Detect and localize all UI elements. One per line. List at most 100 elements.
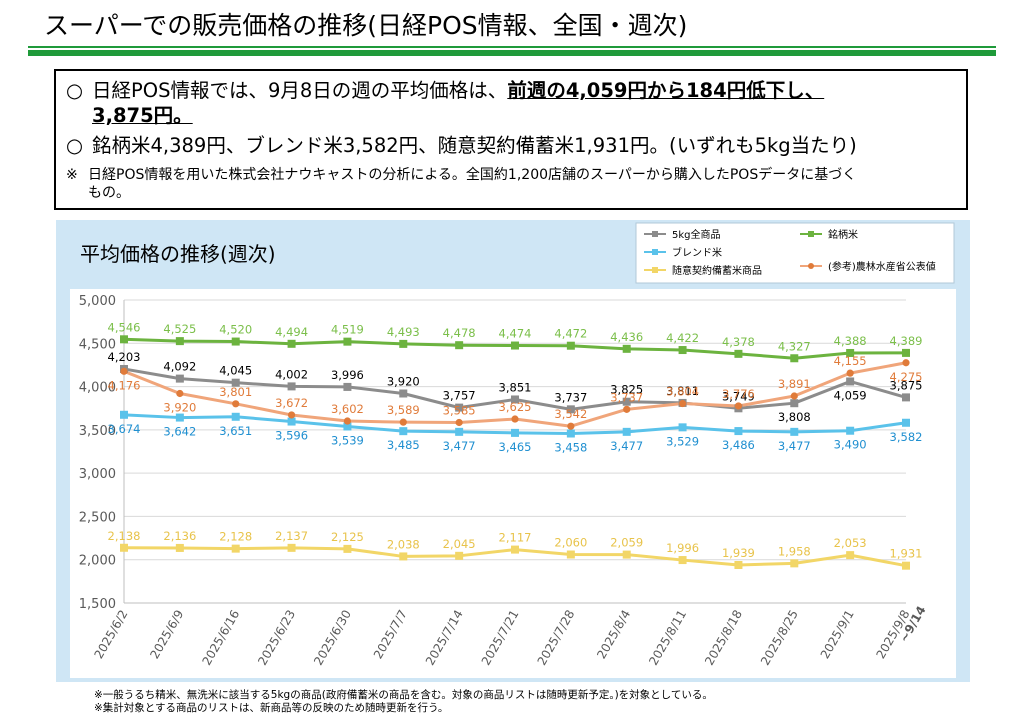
- data-point: [790, 427, 799, 436]
- legend-label: 5kg全商品: [672, 228, 721, 241]
- summary-line3-text: 銘柄米4,389円、ブレンド米3,582円、随意契約備蓄米1,931円。(いずれ…: [92, 134, 857, 157]
- data-point: [734, 349, 743, 358]
- legend-label: ブレンド米: [672, 246, 722, 259]
- note-mark: ※: [66, 167, 78, 183]
- data-point: [231, 412, 240, 421]
- data-point: [566, 429, 575, 438]
- data-point: [120, 543, 128, 552]
- data-point: [790, 559, 799, 568]
- data-labels: 4,203 4,092 4,045 4,002 3,996 3,920 3,757 3,851…: [108, 320, 923, 560]
- data-label: 1,958: [778, 544, 811, 558]
- data-point: [734, 560, 743, 569]
- y-tick-label: 3,500: [79, 424, 116, 439]
- data-point: [175, 543, 184, 552]
- summary-line1-emphasis: 前週の4,059円から184円低下し、: [507, 79, 825, 102]
- data-point: [678, 423, 687, 432]
- data-label: 1,931: [890, 547, 923, 561]
- y-tick-label: 2,500: [79, 510, 116, 525]
- data-point: [287, 339, 296, 348]
- data-label: 3,602: [331, 402, 364, 416]
- legend-box: [635, 222, 955, 284]
- summary-note-text-2: もの。: [88, 185, 130, 201]
- summary-line-1: ○ 日経POS情報では、9月8日の週の平均価格は、前週の4,059円から184円低…: [66, 79, 824, 103]
- data-label: 3,808: [778, 410, 811, 424]
- data-label: 4,045: [219, 364, 252, 378]
- data-label: 2,053: [834, 536, 867, 550]
- data-point: [232, 400, 240, 408]
- data-point: [399, 418, 407, 426]
- data-point: [399, 389, 408, 398]
- data-label: 4,474: [499, 327, 532, 341]
- data-label: 2,125: [331, 530, 364, 544]
- data-point: [399, 427, 408, 436]
- data-label: 2,128: [219, 530, 252, 544]
- data-point: [846, 369, 854, 377]
- data-label: 3,458: [554, 440, 587, 454]
- data-label: 2,117: [499, 531, 532, 545]
- data-label: 3,674: [108, 422, 141, 436]
- legend-label: (参考)農林水産省公表値: [828, 260, 936, 273]
- data-label: 4,002: [275, 367, 308, 381]
- data-label: 1,939: [722, 546, 755, 560]
- data-point: [399, 339, 408, 348]
- data-point: [790, 354, 799, 363]
- summary-line-2: 3,875円。: [92, 104, 193, 128]
- data-point: [287, 543, 296, 552]
- data-label: 3,891: [778, 377, 811, 391]
- chart-panel: 平均価格の推移(週次) 5kg全商品 銘柄米 ブレンド米 随意契約備蓄米商品 (参考)農…: [56, 220, 970, 682]
- data-point: [399, 552, 408, 561]
- data-point: [623, 405, 631, 413]
- y-tick-label: 4,500: [79, 337, 116, 352]
- data-point: [846, 348, 855, 357]
- data-point: [455, 403, 464, 412]
- legend-swatch-marker: [652, 231, 658, 237]
- data-point: [120, 335, 128, 344]
- data-label: 3,625: [499, 400, 532, 414]
- data-label: 3,651: [219, 424, 252, 438]
- data-point: [790, 392, 798, 400]
- legend-label: 銘柄米: [828, 228, 858, 241]
- data-label: 3,486: [722, 438, 755, 452]
- series-points: [120, 335, 910, 570]
- bullet-mark: ○: [66, 134, 84, 157]
- data-point: [511, 341, 519, 350]
- data-label: 3,542: [554, 407, 587, 421]
- data-point: [846, 551, 855, 560]
- data-label: 3,996: [331, 368, 364, 382]
- data-point: [846, 426, 855, 435]
- data-point: [343, 422, 352, 431]
- data-label: 4,436: [610, 330, 643, 344]
- data-label: 4,203: [108, 350, 141, 364]
- data-point: [902, 393, 910, 402]
- data-point: [902, 359, 910, 367]
- data-label: 4,388: [834, 334, 867, 348]
- title-rule-thick: [28, 50, 996, 56]
- summary-line2-emphasis: 3,875円。: [92, 104, 193, 127]
- data-label: 4,176: [108, 378, 141, 392]
- data-label: 4,275: [890, 370, 923, 384]
- data-point: [175, 374, 184, 383]
- summary-line1-text: 日経POS情報では、9月8日の週の平均価格は、: [92, 79, 508, 102]
- data-point: [175, 413, 184, 422]
- data-label: 3,920: [387, 374, 420, 388]
- data-label: 2,136: [163, 529, 196, 543]
- summary-note-line-2: もの。: [88, 185, 130, 202]
- y-axis: 1,500 2,000 2,500 3,000 3,500 4,000 4,500 5,000: [79, 294, 116, 612]
- data-label: 4,092: [163, 360, 196, 374]
- data-label: 3,582: [890, 430, 923, 444]
- data-point: [343, 382, 352, 391]
- data-point: [231, 378, 240, 387]
- data-point: [566, 405, 575, 414]
- data-point: [622, 550, 631, 559]
- y-tick-label: 1,500: [79, 597, 116, 612]
- data-point: [287, 382, 296, 391]
- data-point: [231, 544, 240, 553]
- data-point: [120, 410, 128, 419]
- data-label: 1,996: [666, 541, 699, 555]
- data-label: 3,801: [219, 385, 252, 399]
- data-label: 3,737: [554, 390, 587, 404]
- y-tick-label: 4,000: [79, 381, 116, 396]
- data-label: 3,477: [443, 439, 476, 453]
- data-label: 4,494: [275, 325, 308, 339]
- data-label: 3,776: [722, 387, 755, 401]
